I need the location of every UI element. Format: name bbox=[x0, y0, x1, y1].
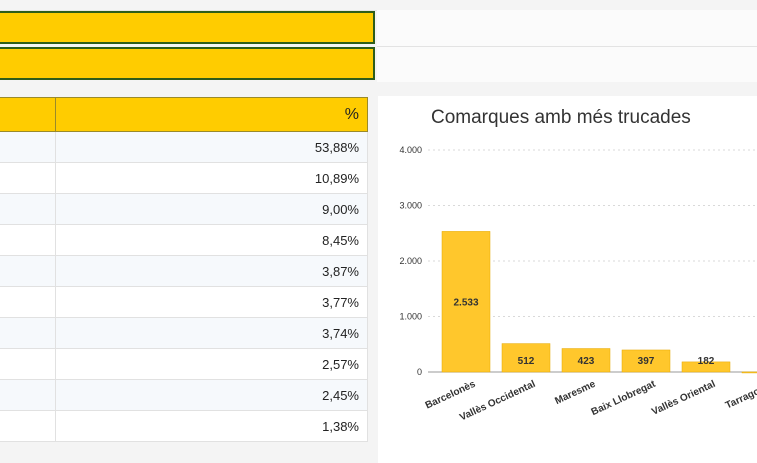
x-category-label: Barcelonès bbox=[424, 379, 478, 412]
bar-value-label: 512 bbox=[518, 356, 535, 367]
header-banner-top bbox=[0, 11, 375, 44]
bar bbox=[681, 361, 731, 373]
table-row: 2,45% bbox=[0, 379, 368, 411]
bar-chart: Comarques amb més trucades 0 1.000 2.000 3.… bbox=[399, 107, 757, 423]
chart-panel: Comarques amb més trucades 0 1.000 2.000 3.… bbox=[378, 96, 757, 463]
x-category-label: Baix Llobregat bbox=[590, 378, 658, 418]
table-row: 10,89% bbox=[0, 162, 368, 194]
pct-cell: 2,57% bbox=[54, 348, 368, 380]
pct-cell: 53,88% bbox=[54, 131, 368, 163]
y-tick-label: 2.000 bbox=[399, 256, 422, 266]
bar-value-label: 182 bbox=[698, 356, 715, 367]
y-tick-label: 1.000 bbox=[399, 312, 422, 322]
table-header-row: % bbox=[0, 97, 368, 132]
x-category-label: Tarragonès bbox=[724, 379, 757, 412]
chart-title: Comarques amb més trucades bbox=[431, 107, 691, 128]
table-row: 53,88% bbox=[0, 131, 368, 163]
pct-cell: 2,45% bbox=[54, 379, 368, 411]
pct-cell: 3,74% bbox=[54, 317, 368, 349]
pct-cell: 9,00% bbox=[54, 193, 368, 225]
y-tick-label: 3.000 bbox=[399, 201, 422, 211]
bar bbox=[621, 349, 671, 373]
table-row: 3,87% bbox=[0, 255, 368, 287]
table-row: 9,00% bbox=[0, 193, 368, 225]
pct-cell: 3,77% bbox=[54, 286, 368, 318]
table-row: 2,57% bbox=[0, 348, 368, 380]
y-tick-label: 0 bbox=[417, 367, 422, 377]
bar bbox=[561, 348, 611, 373]
bar-value-label: 423 bbox=[578, 356, 595, 367]
table-header-blank bbox=[0, 97, 56, 132]
x-category-label: Vallès Oriental bbox=[650, 379, 717, 418]
pct-cell: 3,87% bbox=[54, 255, 368, 287]
table-row: 1,38% bbox=[0, 410, 368, 442]
bar-value-label: 397 bbox=[638, 356, 655, 367]
table-row: 3,74% bbox=[0, 317, 368, 349]
bar bbox=[741, 371, 757, 374]
table-row: 3,77% bbox=[0, 286, 368, 318]
bar bbox=[501, 343, 551, 373]
percent-table: % 53,88% 10,89% 9,00% 8,45% 3,87% 3,77% … bbox=[0, 97, 368, 442]
header-banner-bottom bbox=[0, 47, 375, 80]
table-header-pct: % bbox=[54, 97, 368, 132]
bar-value-label: 2.533 bbox=[453, 298, 478, 309]
pct-cell: 10,89% bbox=[54, 162, 368, 194]
header-right-pane bbox=[377, 10, 757, 82]
x-category-label: Maresme bbox=[553, 379, 597, 407]
table-row: 8,45% bbox=[0, 224, 368, 256]
bar bbox=[441, 231, 491, 373]
pct-cell: 8,45% bbox=[54, 224, 368, 256]
pct-cell: 1,38% bbox=[54, 410, 368, 442]
y-tick-label: 4.000 bbox=[399, 145, 422, 155]
